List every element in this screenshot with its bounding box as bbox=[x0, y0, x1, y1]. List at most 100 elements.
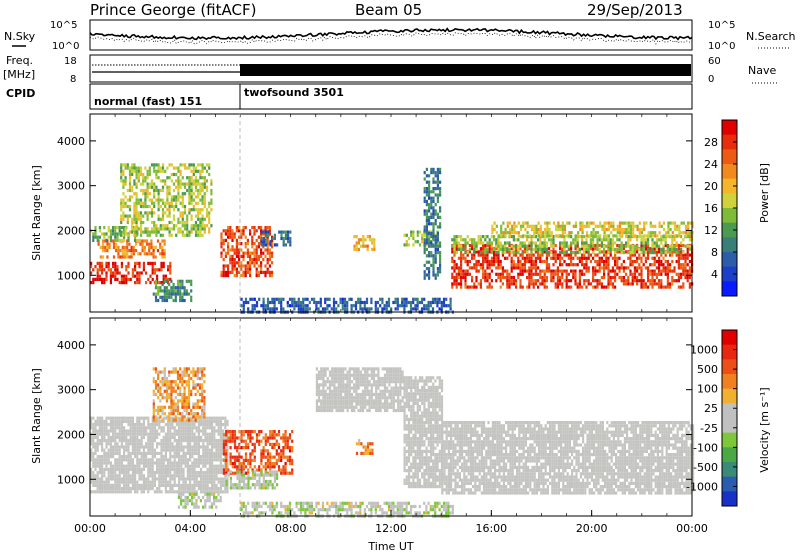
power-colorbar-tick-6: 4 bbox=[711, 268, 718, 281]
date-label: 29/Sep/2013 bbox=[587, 1, 683, 19]
power-patch-3 bbox=[120, 163, 213, 237]
power-colorbar-tick-3: 16 bbox=[704, 202, 718, 215]
velocity-patch-4 bbox=[225, 470, 279, 490]
power-patch-7 bbox=[353, 235, 376, 251]
noise-left-label: N.Sky bbox=[4, 30, 36, 43]
power-colorbar-bin-4 bbox=[722, 178, 737, 194]
freq-right-tick-bottom: 0 bbox=[708, 74, 714, 85]
power-colorbar-bin-9 bbox=[722, 252, 737, 268]
velocity-colorbar-bin-0 bbox=[722, 330, 737, 346]
velocity-ytick-label-0: 4000 bbox=[57, 339, 85, 352]
power-patch-9 bbox=[423, 167, 442, 280]
power-colorbar-bin-10 bbox=[722, 266, 737, 282]
power-colorbar-bin-0 bbox=[722, 120, 737, 136]
power-colorbar-bin-3 bbox=[722, 164, 737, 180]
power-ytick-label-1: 3000 bbox=[57, 180, 85, 193]
power-colorbar-tick-0: 28 bbox=[704, 136, 718, 149]
freq-left-label: Freq. bbox=[6, 54, 33, 67]
power-colorbar-bin-8 bbox=[722, 237, 737, 253]
power-ytick-label-0: 4000 bbox=[57, 135, 85, 148]
power-patch-1 bbox=[97, 239, 166, 259]
power-colorbar-bin-5 bbox=[722, 193, 737, 209]
velocity-patch-1 bbox=[152, 367, 206, 422]
power-patch-4 bbox=[152, 279, 193, 303]
power-ytick-label-2: 2000 bbox=[57, 224, 85, 237]
noise-left-tick-top: 10^5 bbox=[50, 20, 77, 31]
station-title: Prince George (fitACF) bbox=[90, 1, 256, 19]
velocity-patch-0 bbox=[90, 416, 229, 494]
freq-left-tick-top: 18 bbox=[64, 56, 77, 67]
power-colorbar-tick-2: 20 bbox=[704, 180, 718, 193]
velocity-patch-3 bbox=[177, 492, 222, 509]
velocity-colorbar-tick-1: 500 bbox=[697, 363, 718, 376]
velocity-colorbar-tick-2: 100 bbox=[697, 383, 718, 396]
freq-left-unit: [MHz] bbox=[3, 68, 35, 81]
velocity-ytick-label-3: 1000 bbox=[57, 473, 85, 486]
power-colorbar-bin-2 bbox=[722, 149, 737, 165]
time-axis: 00:00 04:00 08:00 12:00 16:00 20:00 00:00 bbox=[74, 114, 708, 535]
time-tick-label-3: 12:00 bbox=[375, 522, 407, 535]
velocity-ytick-label-2: 2000 bbox=[57, 428, 85, 441]
velocity-colorbar-tick-7: -1000 bbox=[686, 480, 718, 493]
cpid-mode-twofsound: twofsound 3501 bbox=[244, 86, 344, 99]
power-patch-0 bbox=[90, 261, 172, 285]
velocity-colorbar-tick-3: 25 bbox=[704, 402, 718, 415]
noise-right-tick-bottom: 10^0 bbox=[708, 41, 735, 52]
velocity-patch-7 bbox=[355, 439, 374, 455]
velocity-patch-6 bbox=[403, 376, 444, 489]
freq-right-tick-top: 60 bbox=[708, 56, 721, 67]
velocity-patch-5 bbox=[315, 367, 404, 413]
velocity-colorbar-bin-5 bbox=[722, 403, 737, 419]
power-patch-6 bbox=[260, 230, 292, 247]
power-colorbar-tick-5: 8 bbox=[711, 246, 718, 259]
velocity-colorbar-bin-11 bbox=[722, 491, 737, 507]
power-colorbar: 28 24 20 16 12 8 4 bbox=[704, 119, 738, 297]
power-y-label: Slant Range [km] bbox=[30, 165, 43, 261]
freq-left-tick-bottom: 8 bbox=[70, 74, 76, 85]
time-axis-label: Time UT bbox=[367, 540, 413, 553]
power-patch-5 bbox=[220, 226, 274, 278]
velocity-colorbar-bin-2 bbox=[722, 359, 737, 375]
noise-panel-frame bbox=[89, 19, 693, 51]
velocity-heatmap bbox=[90, 367, 695, 518]
power-colorbar-tick-4: 12 bbox=[704, 224, 718, 237]
cpid-label: CPID bbox=[6, 87, 35, 100]
velocity-colorbar-bin-10 bbox=[722, 476, 737, 492]
velocity-patch-9 bbox=[240, 501, 454, 518]
velocity-colorbar-bin-8 bbox=[722, 447, 737, 463]
beam-label: Beam 05 bbox=[355, 1, 422, 19]
power-colorbar-bin-1 bbox=[722, 134, 737, 150]
time-tick-label-6: 00:00 bbox=[676, 522, 708, 535]
time-tick-label-1: 04:00 bbox=[174, 522, 206, 535]
velocity-colorbar-bin-9 bbox=[722, 462, 737, 478]
twofsound-freq-block bbox=[240, 64, 691, 76]
velocity-colorbar-bin-1 bbox=[722, 344, 737, 360]
noise-left-tick-bottom: 10^0 bbox=[52, 41, 79, 52]
velocity-colorbar-tick-6: -500 bbox=[693, 461, 718, 474]
velocity-y-axis: 4000 3000 2000 1000 bbox=[57, 339, 692, 486]
power-patch-13 bbox=[240, 297, 454, 314]
velocity-colorbar-tick-5: -100 bbox=[693, 441, 718, 454]
velocity-patch-2 bbox=[222, 430, 294, 475]
noise-right-tick-top: 10^5 bbox=[708, 20, 735, 31]
power-patch-12 bbox=[491, 221, 694, 238]
time-tick-label-0: 00:00 bbox=[74, 522, 106, 535]
velocity-colorbar-bin-3 bbox=[722, 374, 737, 390]
power-heatmap bbox=[90, 163, 694, 314]
velocity-colorbar-bin-6 bbox=[722, 418, 737, 434]
time-tick-label-4: 16:00 bbox=[475, 522, 507, 535]
velocity-colorbar: 1000 500 100 25 -25 -100 -500 -1000 bbox=[686, 329, 738, 507]
noise-right-label: N.Search bbox=[746, 30, 796, 43]
power-colorbar-bin-7 bbox=[722, 222, 737, 238]
velocity-colorbar-frame bbox=[721, 329, 738, 507]
freq-right-label: Nave bbox=[748, 64, 776, 77]
freq-panel-frame bbox=[89, 54, 693, 83]
velocity-colorbar-label: Velocity [m s⁻¹] bbox=[758, 387, 771, 472]
power-ytick-label-3: 1000 bbox=[57, 269, 85, 282]
power-colorbar-bin-6 bbox=[722, 208, 737, 224]
cpid-panel-frame bbox=[89, 83, 693, 110]
power-colorbar-bin-11 bbox=[722, 281, 737, 297]
noise-sky-trace bbox=[89, 27, 693, 41]
power-y-axis: 4000 3000 2000 1000 bbox=[57, 135, 692, 282]
